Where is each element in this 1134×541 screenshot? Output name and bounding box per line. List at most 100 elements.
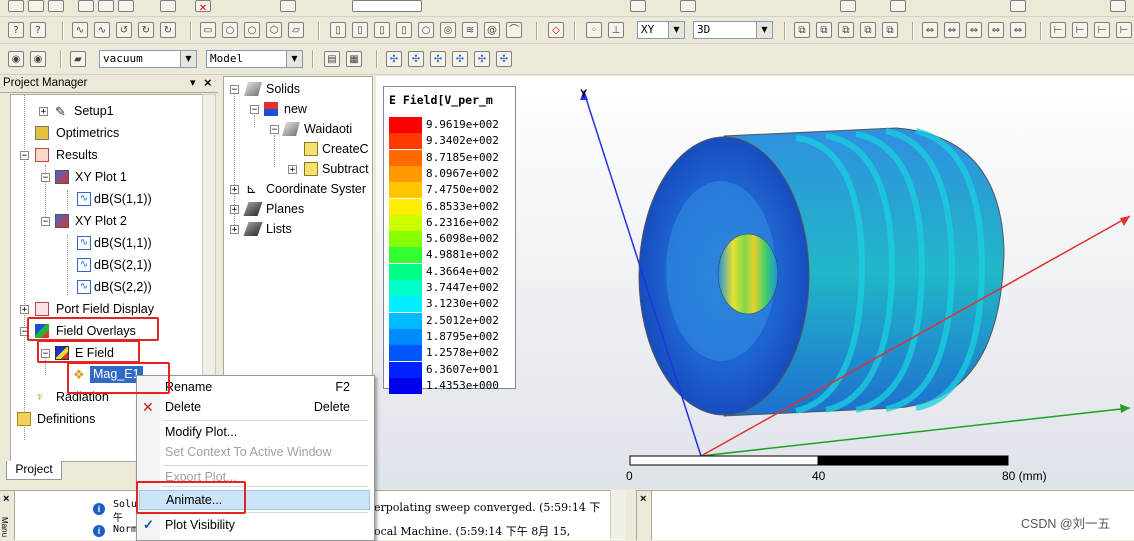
expand-planes[interactable]: + (230, 205, 239, 215)
new-file-icon[interactable] (8, 0, 24, 12)
tree-item-definitions[interactable]: Definitions (37, 412, 96, 426)
tree-item-createc[interactable]: CreateC (322, 142, 369, 156)
draw-circle-icon[interactable]: ○ (222, 22, 238, 38)
close-icon[interactable]: × (3, 493, 10, 505)
top-combo[interactable] (352, 0, 422, 12)
tree-item-results[interactable]: Results (56, 148, 98, 162)
tool-icon-b[interactable] (680, 0, 696, 12)
tree-item-mag-e1[interactable]: Mag_E1 (90, 366, 143, 383)
menu-item-rename[interactable]: Rename F2 (137, 377, 372, 397)
expand-port-field-display[interactable]: + (20, 305, 29, 315)
draw-box-icon[interactable]: ▯ (330, 22, 346, 38)
zoom-in-icon[interactable] (890, 0, 906, 12)
draw-spiral-icon[interactable]: @ (484, 22, 500, 38)
draw-cylinder-icon[interactable]: ▯ (352, 22, 368, 38)
tree-item-xyplot1-dbs11[interactable]: dB(S(1,1)) (94, 192, 152, 206)
collapse-xyplot2[interactable]: − (41, 217, 50, 227)
material-assign-icon[interactable]: ▰ (70, 51, 86, 67)
tree-item-port-field-display[interactable]: Port Field Display (56, 302, 154, 316)
draw-arc-icon[interactable]: ↺ (116, 22, 132, 38)
delete-icon[interactable]: ✕ (195, 0, 211, 14)
material-icon[interactable]: ◉ (8, 51, 24, 67)
tree-item-e-field[interactable]: E Field (75, 346, 114, 360)
draw-rectangle-icon[interactable]: ▭ (200, 22, 216, 38)
copy-icon[interactable] (98, 0, 114, 12)
tool-icon-a[interactable] (630, 0, 646, 12)
draw-cone-icon[interactable]: ▯ (396, 22, 412, 38)
plane-icon[interactable]: ⊥ (608, 22, 624, 38)
draw-sphere-icon[interactable]: ○ (418, 22, 434, 38)
tree-item-xyplot2[interactable]: XY Plot 2 (75, 214, 127, 228)
snap-edge-icon[interactable]: ✣ (430, 51, 446, 67)
snap-face-icon[interactable]: ✣ (452, 51, 468, 67)
draw-equation-icon[interactable]: ↻ (160, 22, 176, 38)
subtract-icon[interactable]: ⧉ (816, 22, 832, 38)
zoom-icon[interactable] (840, 0, 856, 12)
intersect-icon[interactable]: ⧉ (838, 22, 854, 38)
collapse-e-field[interactable]: − (41, 349, 50, 359)
save-icon[interactable] (48, 0, 64, 12)
measure-icon[interactable]: ⊢ (1050, 22, 1066, 38)
open-file-icon[interactable] (28, 0, 44, 12)
snap-grid-icon[interactable]: ✣ (386, 51, 402, 67)
tree-item-xyplot2-dbs22[interactable]: dB(S(2,2)) (94, 280, 152, 294)
menu-item-modify-plot[interactable]: Modify Plot... (137, 422, 372, 442)
close-icon[interactable]: × (204, 75, 212, 90)
measure-distance-icon[interactable]: ⊢ (1072, 22, 1088, 38)
move-icon[interactable]: ⇔ (922, 22, 938, 38)
snap-center-icon[interactable]: ✣ (474, 51, 490, 67)
tool-icon-d[interactable] (1110, 0, 1126, 12)
print-icon[interactable] (160, 0, 176, 12)
snap-vertex-icon[interactable]: ✣ (408, 51, 424, 67)
collapse-results[interactable]: − (20, 151, 29, 161)
cut-icon[interactable] (78, 0, 94, 12)
panel-splitter[interactable] (626, 490, 636, 539)
collapse-waidaoti[interactable]: − (270, 125, 279, 135)
draw-ellipse-icon[interactable]: ○ (244, 22, 260, 38)
close-icon[interactable]: × (640, 493, 647, 505)
draw-spline-icon[interactable]: ∿ (94, 22, 110, 38)
menu-item-animate[interactable]: Animate... (139, 490, 370, 510)
draw-polygon-icon[interactable]: ⬡ (266, 22, 282, 38)
draw-bondwire-icon[interactable]: ⌒ (506, 22, 522, 38)
tree-item-new[interactable]: new (284, 102, 307, 116)
draw-regular-polyhedron-icon[interactable]: ▯ (374, 22, 390, 38)
scale-icon[interactable]: ⇔ (1010, 22, 1026, 38)
mirror-icon[interactable]: ⇔ (966, 22, 982, 38)
collapse-solids[interactable]: − (230, 85, 239, 95)
collapse-xyplot1[interactable]: − (41, 173, 50, 183)
tab-project[interactable]: Project (6, 461, 62, 480)
collapse-new[interactable]: − (250, 105, 259, 115)
tree-item-solids[interactable]: Solids (266, 82, 301, 96)
select-icon[interactable] (280, 0, 296, 12)
draw-region-icon[interactable]: ▱ (288, 22, 304, 38)
expand-coordinate-systems[interactable]: + (230, 185, 239, 195)
log-scrollbar[interactable] (610, 490, 626, 539)
tree-item-planes[interactable]: Planes (266, 202, 305, 216)
rotate-icon[interactable]: ⇔ (944, 22, 960, 38)
draw-torus-icon[interactable]: ◎ (440, 22, 456, 38)
unite-icon[interactable]: ⧉ (794, 22, 810, 38)
tree-item-field-overlays[interactable]: Field Overlays (56, 324, 136, 338)
tree-item-xyplot2-dbs21[interactable]: dB(S(2,1)) (94, 258, 152, 272)
tree-item-lists[interactable]: Lists (266, 222, 292, 236)
paste-icon[interactable] (118, 0, 134, 12)
help-icon[interactable]: ? (8, 22, 24, 38)
duplicate-icon[interactable]: ⇔ (988, 22, 1004, 38)
grid-icon[interactable]: ▤ (324, 51, 340, 67)
measure-angle-icon[interactable]: ⊢ (1094, 22, 1110, 38)
draw-helix-icon[interactable]: ≋ (462, 22, 478, 38)
snap-quadrant-icon[interactable]: ✣ (496, 51, 512, 67)
expand-setup1[interactable]: + (39, 107, 48, 117)
tree-item-xyplot2-dbs11[interactable]: dB(S(1,1)) (94, 236, 152, 250)
measure-area-icon[interactable]: ⊢ (1116, 22, 1132, 38)
pin-icon[interactable]: ▾ (190, 77, 196, 89)
imprint-icon[interactable]: ⧉ (882, 22, 898, 38)
tree-item-optimetrics[interactable]: Optimetrics (56, 126, 120, 140)
tree-item-subtract[interactable]: Subtract (322, 162, 369, 176)
expand-lists[interactable]: + (230, 225, 239, 235)
material-library-icon[interactable]: ◉ (30, 51, 46, 67)
context-help-icon[interactable]: ? (30, 22, 46, 38)
create-relative-cs-icon[interactable]: ◇ (548, 22, 564, 38)
field-legend[interactable]: E Field[V_per_m 9.9619e+002 9.3402e+002 8.… (383, 86, 516, 394)
